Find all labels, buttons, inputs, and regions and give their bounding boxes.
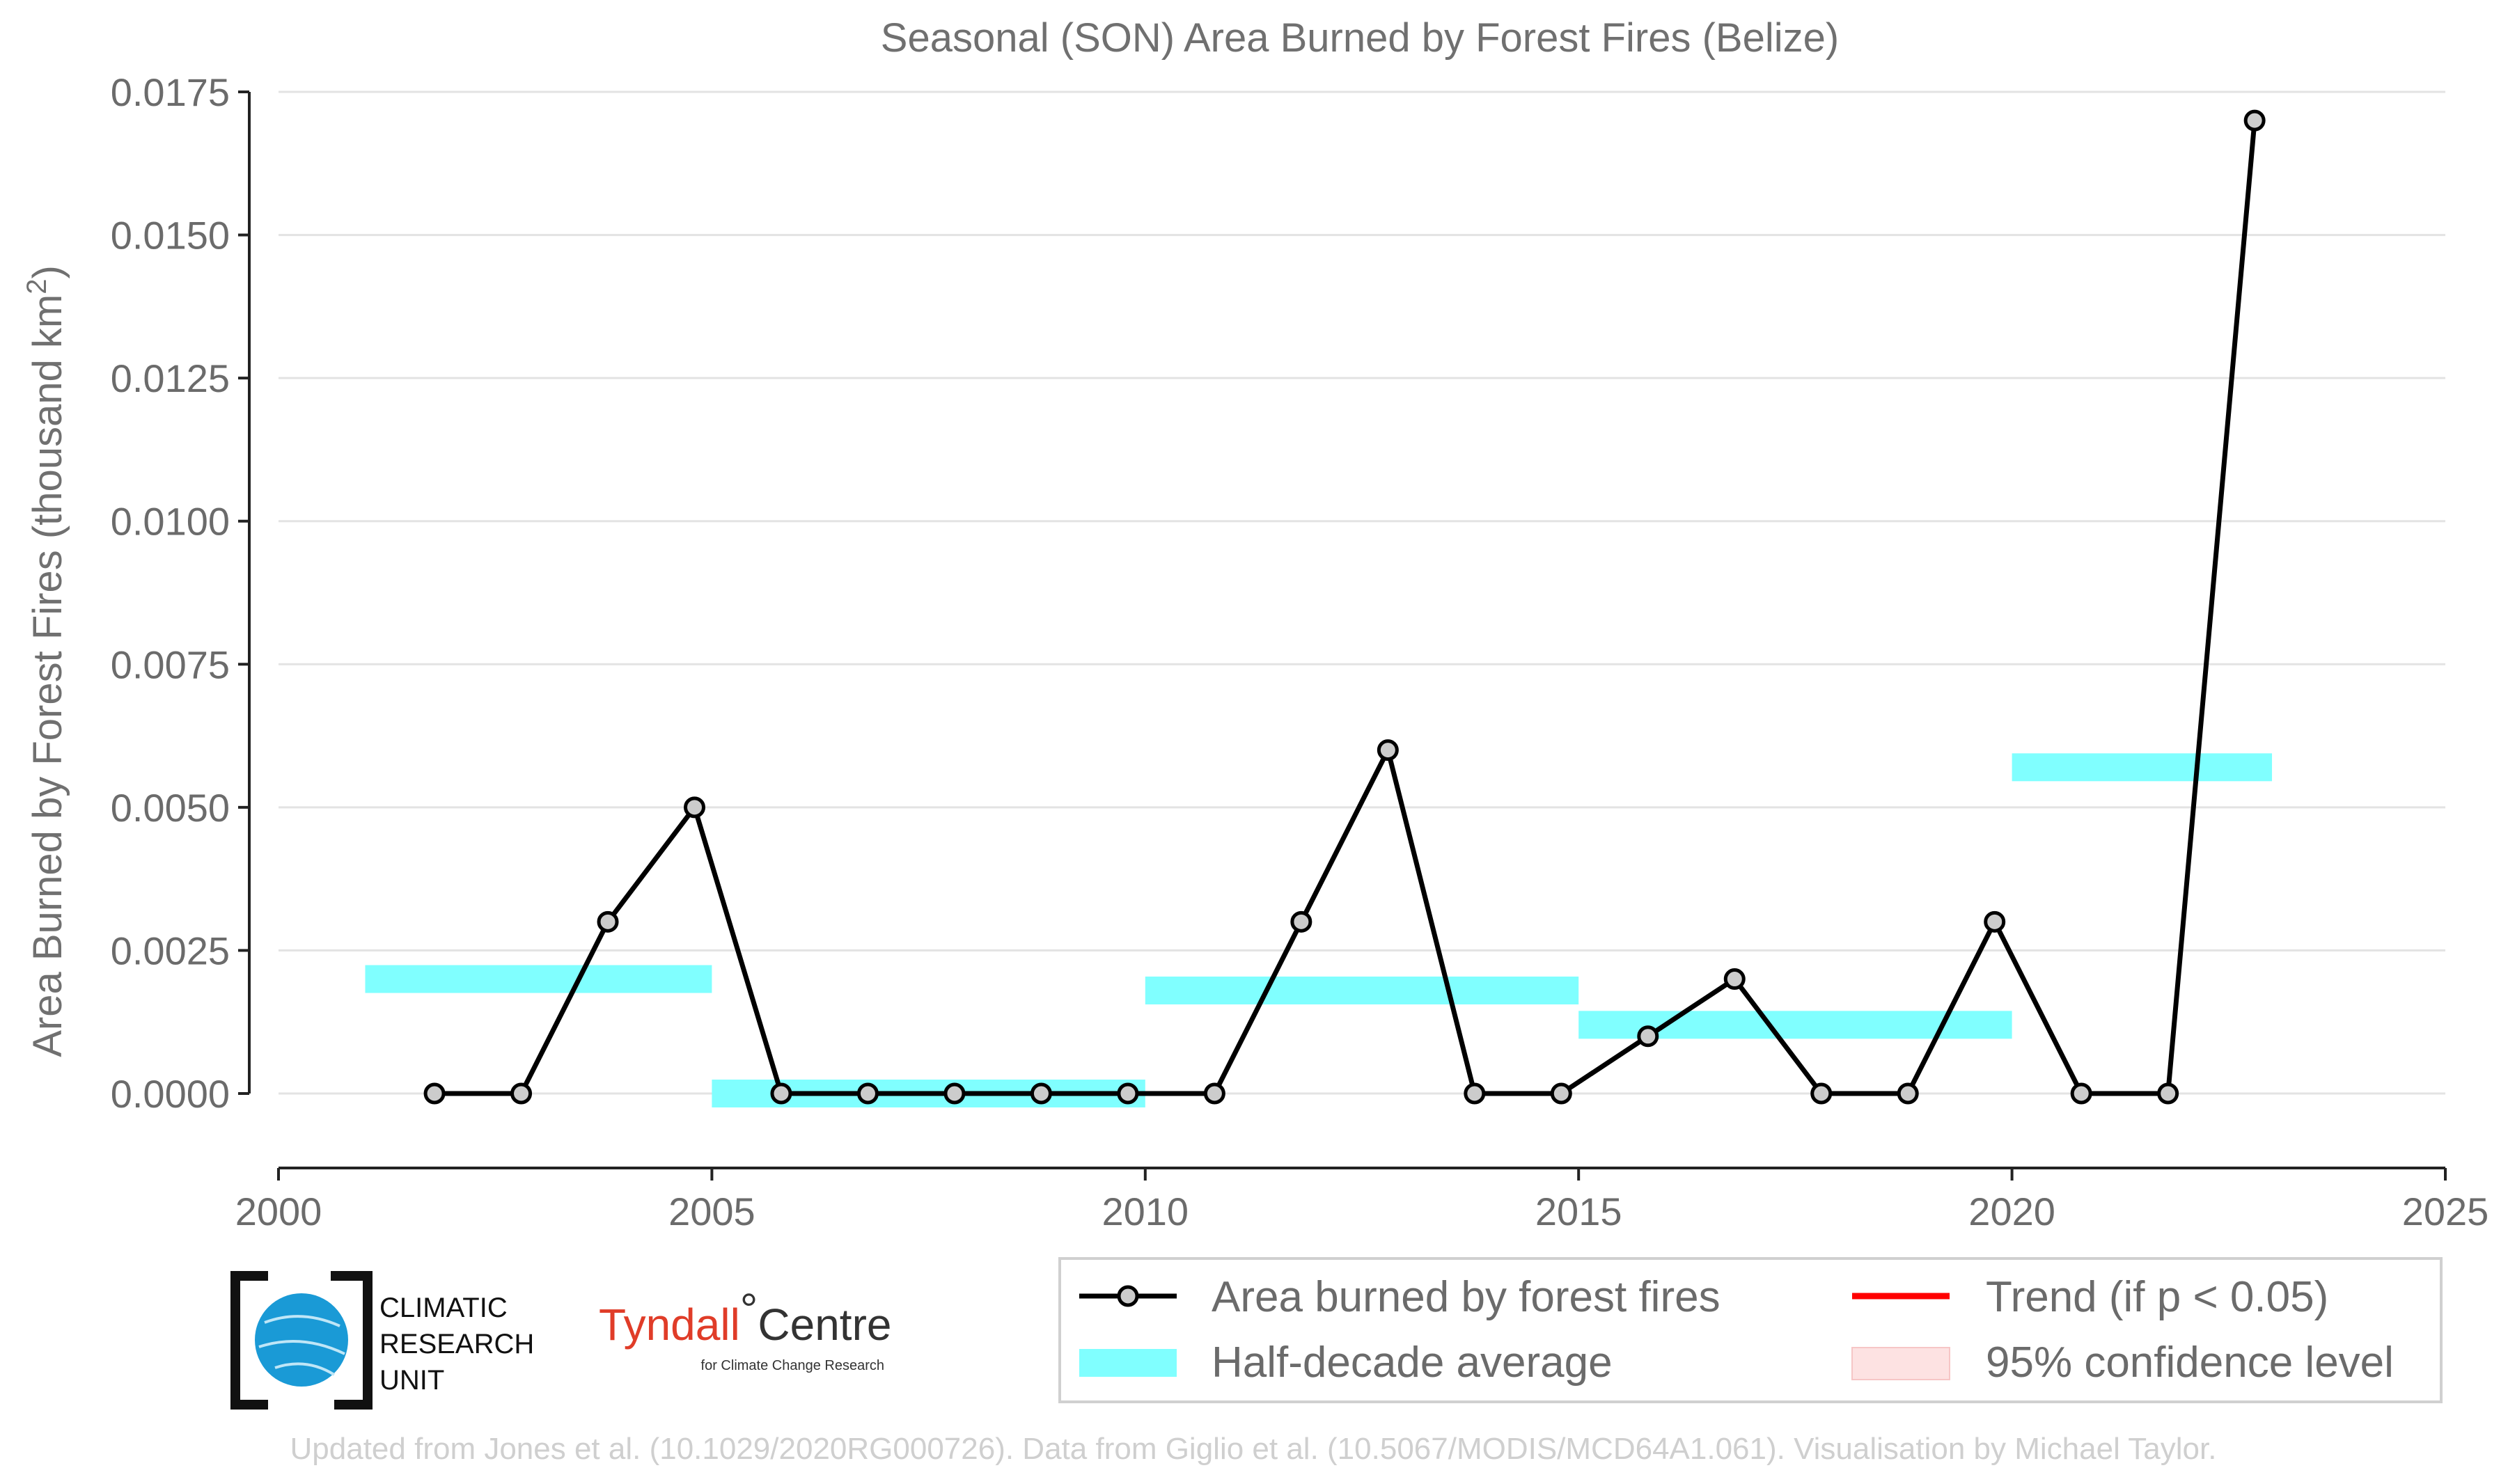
y-tick-label: 0.0175 bbox=[111, 70, 230, 114]
y-tick-label: 0.0000 bbox=[111, 1072, 230, 1116]
data-point bbox=[2070, 1082, 2092, 1105]
globe-lines-icon bbox=[258, 1315, 345, 1376]
data-point bbox=[1203, 1082, 1225, 1105]
y-axis-label-close: ) bbox=[25, 265, 70, 278]
legend-half-decade-swatch-icon bbox=[1079, 1349, 1177, 1377]
x-tick-label: 2025 bbox=[2402, 1190, 2489, 1233]
y-tick-label: 0.0075 bbox=[111, 642, 230, 686]
y-axis-label-text: Area Burned by Forest Fires (thousand km bbox=[25, 294, 70, 1057]
data-point bbox=[1030, 1082, 1052, 1105]
y-tick-label: 0.0125 bbox=[111, 356, 230, 400]
x-tick-label: 2010 bbox=[1102, 1190, 1189, 1233]
cru-bracket-left-icon bbox=[230, 1271, 268, 1410]
tyndall-centre: Centre bbox=[758, 1300, 891, 1350]
legend-label-area-burned: Area burned by forest fires bbox=[1212, 1273, 1721, 1321]
data-point bbox=[1984, 910, 2006, 933]
tyndall-wordmark: Tyndall°Centre bbox=[599, 1284, 891, 1350]
legend-label-trend: Trend (if p < 0.05) bbox=[1986, 1273, 2328, 1321]
data-point bbox=[1290, 910, 1312, 933]
data-point bbox=[1464, 1082, 1486, 1105]
gridlines bbox=[279, 90, 2445, 1095]
tyndall-logo: Tyndall°Centre for Climate Change Resear… bbox=[599, 1284, 891, 1373]
cru-line-1: CLIMATIC bbox=[379, 1293, 508, 1323]
x-tick-label: 2005 bbox=[668, 1190, 755, 1233]
tyndall-degree: ° bbox=[740, 1284, 758, 1334]
data-point bbox=[1810, 1082, 1833, 1105]
series-layer bbox=[423, 109, 2266, 1105]
legend-label-confidence: 95% confidence level bbox=[1986, 1339, 2394, 1387]
half-decade-bar bbox=[1145, 976, 1579, 1004]
globe-icon bbox=[255, 1293, 348, 1387]
half-decade-bar bbox=[365, 965, 712, 993]
legend-box bbox=[1058, 1257, 2443, 1403]
y-tick-label: 0.0100 bbox=[111, 500, 230, 544]
x-tick-label: 2015 bbox=[1535, 1190, 1622, 1233]
y-axis-label: Area Burned by Forest Fires (thousand km… bbox=[22, 265, 70, 1057]
data-point bbox=[684, 796, 706, 819]
tyndall-subtitle: for Climate Change Research bbox=[701, 1358, 884, 1373]
y-tick-label: 0.0050 bbox=[111, 786, 230, 830]
y-axis: 0.0000 0.0025 0.0050 0.0075 0.0100 0.0125 0.01… bbox=[111, 70, 251, 1116]
x-axis: 2000 2005 2010 2015 2020 2025 bbox=[235, 1167, 2489, 1233]
data-point bbox=[770, 1082, 792, 1105]
legend-marker-swatch-icon bbox=[1117, 1285, 1139, 1307]
data-point bbox=[423, 1082, 446, 1105]
data-point bbox=[2243, 109, 2266, 132]
credit-line: Updated from Jones et al. (10.1029/2020R… bbox=[290, 1432, 2217, 1466]
data-point bbox=[1550, 1082, 1572, 1105]
y-tick-label: 0.0025 bbox=[111, 929, 230, 972]
legend-confidence-swatch-icon bbox=[1851, 1347, 1950, 1380]
data-point bbox=[943, 1082, 966, 1105]
cru-line-3: UNIT bbox=[379, 1365, 444, 1396]
x-tick-label: 2020 bbox=[1968, 1190, 2055, 1233]
cru-line-2: RESEARCH bbox=[379, 1329, 534, 1359]
data-point bbox=[1117, 1082, 1139, 1105]
cru-logo: CLIMATIC RESEARCH UNIT bbox=[230, 1271, 534, 1410]
x-tick-label: 2000 bbox=[235, 1190, 322, 1233]
data-point bbox=[856, 1082, 879, 1105]
data-point bbox=[597, 910, 619, 933]
data-point bbox=[2157, 1082, 2179, 1105]
y-axis-label-superscript: 2 bbox=[22, 279, 52, 294]
legend-label-half-decade: Half-decade average bbox=[1212, 1339, 1613, 1387]
data-point bbox=[1637, 1025, 1659, 1048]
tyndall-name: Tyndall bbox=[599, 1300, 740, 1350]
data-point bbox=[510, 1082, 533, 1105]
cru-bracket-right-icon bbox=[331, 1271, 373, 1410]
series-line bbox=[434, 120, 2257, 1096]
data-point bbox=[1377, 739, 1399, 761]
data-point bbox=[1723, 968, 1746, 990]
legend: Area burned by forest fires Trend (if p … bbox=[1058, 1257, 2443, 1403]
chart-title: Seasonal (SON) Area Burned by Forest Fir… bbox=[881, 15, 1839, 61]
half-decade-bar bbox=[2012, 753, 2273, 782]
y-tick-label: 0.0150 bbox=[111, 214, 230, 258]
data-point bbox=[1897, 1082, 1919, 1105]
